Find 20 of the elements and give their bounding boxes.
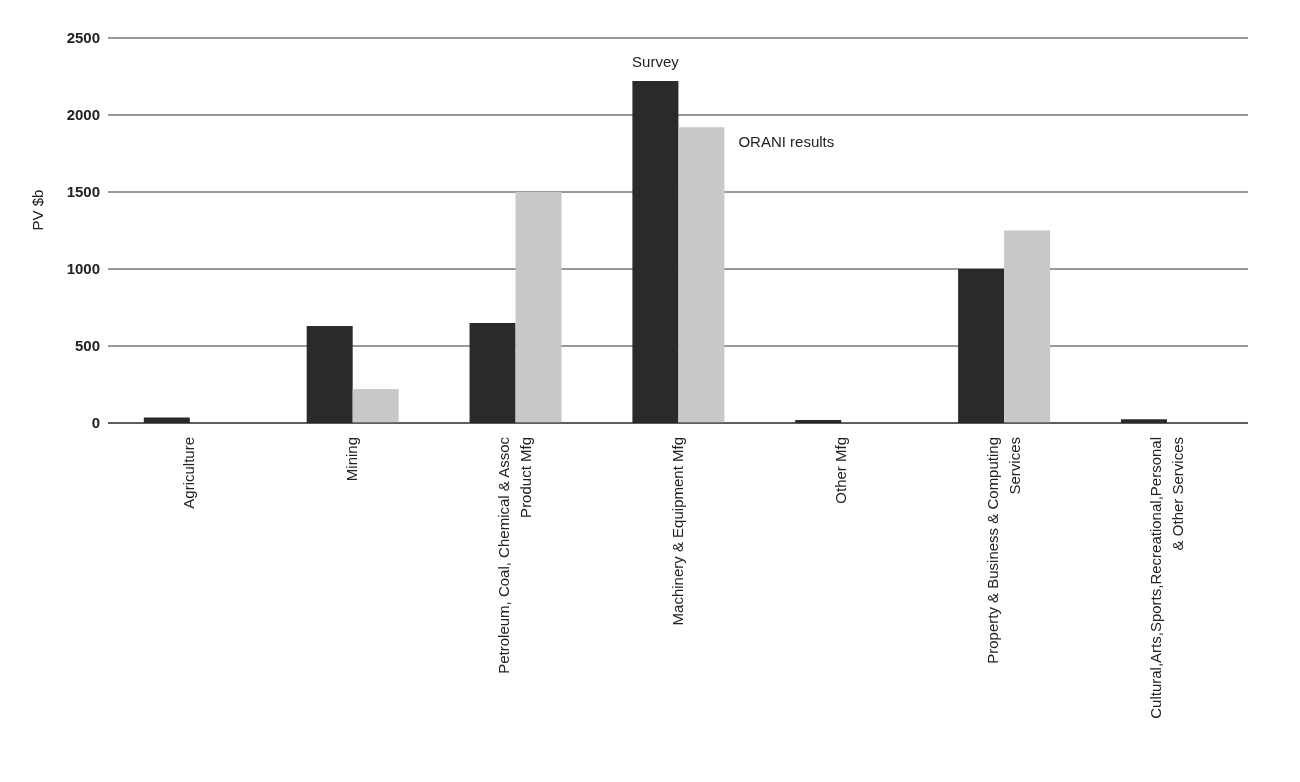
bar — [1004, 230, 1051, 423]
y-tick-label: 2000 — [66, 106, 100, 124]
x-tick-label: Mining — [343, 437, 361, 482]
x-tick-label: Agriculture — [180, 437, 198, 509]
y-tick-label: 0 — [91, 414, 100, 432]
y-tick-label: 2500 — [66, 29, 100, 47]
x-tick-label: Machinery & Equipment Mfg — [669, 437, 686, 626]
bar — [678, 127, 725, 423]
y-tick-label: 1000 — [66, 260, 100, 278]
y-tick-label: 500 — [74, 337, 100, 355]
bar — [515, 192, 562, 423]
x-tick-label: Cultural,Arts,Sports,Recreational,Personal & Other Services — [1146, 437, 1186, 719]
series-label: Survey — [632, 53, 680, 71]
y-axis-title: PV $b — [29, 189, 47, 231]
series-label: ORANI results — [738, 133, 835, 151]
y-tick-label: 1500 — [66, 183, 100, 201]
x-tick-label: Property & Business & Computing Services — [983, 437, 1023, 664]
x-tick-label: Other Mfg — [831, 437, 849, 504]
bar — [352, 389, 399, 423]
x-tick-label: Petroleum, Coal, Chemical & Assoc Product Mfg — [495, 436, 535, 674]
